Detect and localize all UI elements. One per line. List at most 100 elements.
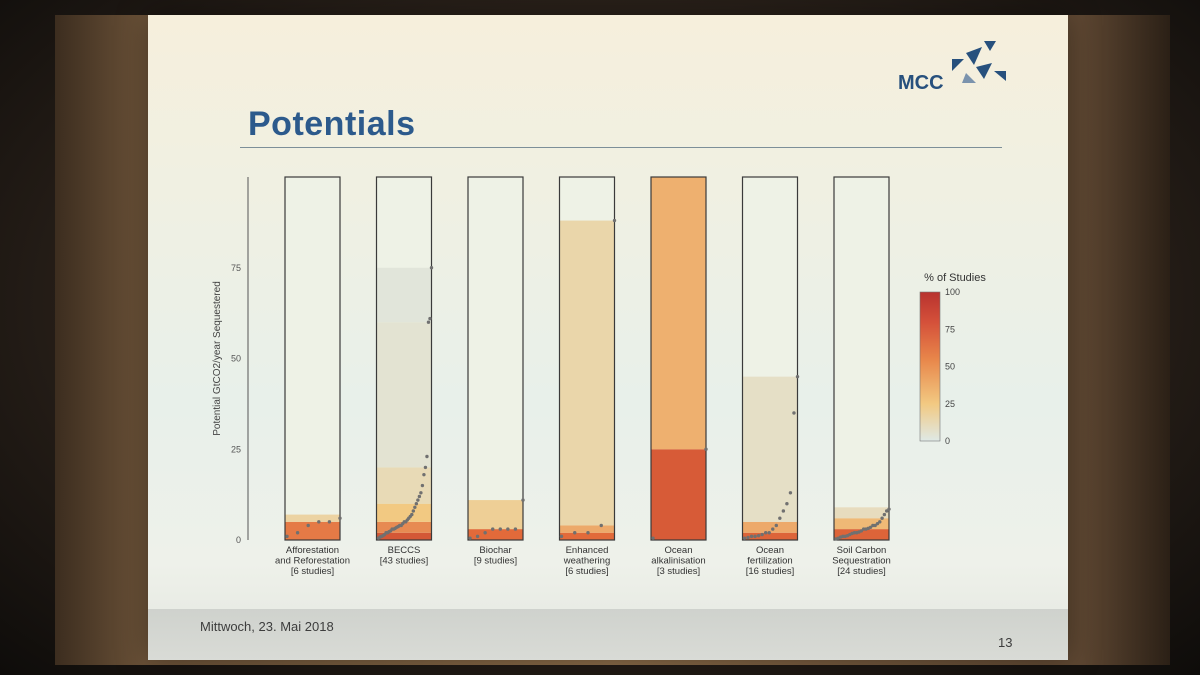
- data-point: [483, 531, 487, 535]
- data-point: [417, 494, 422, 499]
- data-point: [771, 527, 775, 531]
- category-label: Soil Carbon: [837, 545, 887, 556]
- column-frame: [558, 176, 616, 541]
- density-band: [285, 521, 340, 540]
- density-band: [834, 507, 889, 519]
- density-band: [376, 267, 432, 323]
- data-point: [884, 509, 889, 513]
- data-point: [785, 502, 789, 506]
- density-band: [376, 503, 432, 522]
- data-point: [887, 507, 891, 511]
- data-point: [425, 454, 429, 459]
- footer-date: Mittwoch, 23. Mai 2018: [200, 619, 334, 634]
- density-band: [834, 518, 889, 530]
- data-point: [880, 516, 884, 520]
- colorbar-tick-label: 25: [945, 399, 955, 409]
- y-tick-label: 75: [231, 263, 241, 273]
- column-frame: [650, 176, 707, 541]
- column-background: [468, 177, 523, 540]
- y-tick-label: 25: [231, 444, 241, 454]
- data-point: [498, 527, 502, 531]
- density-band: [559, 532, 615, 540]
- category-label: and Reforestation: [275, 556, 350, 567]
- slide-title: Potentials: [248, 105, 416, 143]
- data-point: [295, 531, 300, 535]
- category-label: [9 studies]: [474, 556, 517, 567]
- category-label: Biochar: [479, 545, 511, 556]
- data-point: [749, 534, 754, 539]
- category-label: fertilization: [747, 556, 792, 567]
- density-band: [376, 532, 432, 540]
- data-point: [573, 531, 577, 535]
- data-point: [416, 498, 420, 502]
- data-point: [753, 534, 757, 539]
- category-label: [6 studies]: [291, 566, 334, 577]
- data-point: [410, 512, 414, 517]
- column-frame: [467, 176, 524, 541]
- density-band: [468, 529, 523, 540]
- density-band: [742, 532, 798, 540]
- density-band: [285, 514, 340, 522]
- category-label: [43 studies]: [380, 556, 429, 567]
- data-point: [764, 531, 768, 535]
- data-point: [859, 529, 864, 533]
- data-point: [468, 536, 472, 540]
- colorbar-tick-label: 75: [945, 324, 955, 334]
- data-point: [491, 527, 495, 531]
- data-point: [419, 491, 423, 495]
- y-tick-label: 0: [236, 535, 241, 545]
- category-label: Ocean: [756, 545, 784, 556]
- page-number: 13: [998, 635, 1013, 650]
- y-tick-label: 50: [231, 354, 241, 364]
- data-point: [513, 527, 518, 531]
- mcc-logo-text: MCC: [898, 72, 944, 94]
- data-point: [475, 534, 480, 539]
- data-point: [586, 531, 590, 535]
- category-label: [24 studies]: [837, 566, 886, 577]
- data-point: [599, 523, 603, 528]
- density-band: [376, 521, 432, 533]
- data-point: [756, 533, 761, 538]
- data-point: [778, 516, 782, 520]
- slide: MCC Potentials 0 25 50 75 Potential GtCO2/ye…: [148, 15, 1068, 660]
- data-point: [423, 465, 428, 470]
- data-point: [521, 498, 525, 502]
- colorbar: [919, 291, 941, 442]
- density-band: [559, 525, 615, 533]
- data-point: [429, 266, 434, 270]
- column-background: [285, 177, 340, 540]
- category-label: BECCS: [388, 545, 421, 556]
- data-point: [746, 535, 750, 540]
- data-point: [868, 525, 873, 529]
- category-label: Ocean: [665, 545, 693, 556]
- data-point: [875, 521, 880, 526]
- column-3: Biochar[9 studies]: [467, 176, 525, 567]
- density-band: [742, 521, 798, 533]
- data-point: [506, 527, 510, 531]
- density-band: [468, 500, 523, 530]
- colorbar-tick-label: 100: [945, 287, 960, 297]
- data-point: [306, 523, 310, 528]
- data-point: [704, 447, 708, 451]
- colorbar-tick-label: 50: [945, 362, 955, 372]
- category-label: [6 studies]: [565, 566, 608, 577]
- column-frame: [741, 176, 799, 541]
- category-label: weathering: [563, 556, 610, 567]
- data-point: [413, 505, 417, 510]
- colorbar-title: % of Studies: [924, 272, 986, 284]
- data-point: [420, 483, 425, 488]
- colorbar-tick-label: 0: [945, 436, 950, 446]
- data-point: [285, 534, 289, 539]
- data-point: [878, 520, 882, 524]
- category-label: Enhanced: [566, 545, 609, 556]
- data-point: [428, 316, 432, 321]
- mcc-logo-icon: [952, 41, 1006, 83]
- category-label: Sequestration: [832, 556, 891, 567]
- data-point: [774, 523, 778, 528]
- density-band: [651, 177, 706, 450]
- data-point: [559, 534, 564, 539]
- column-2: BECCS[43 studies]: [375, 176, 434, 567]
